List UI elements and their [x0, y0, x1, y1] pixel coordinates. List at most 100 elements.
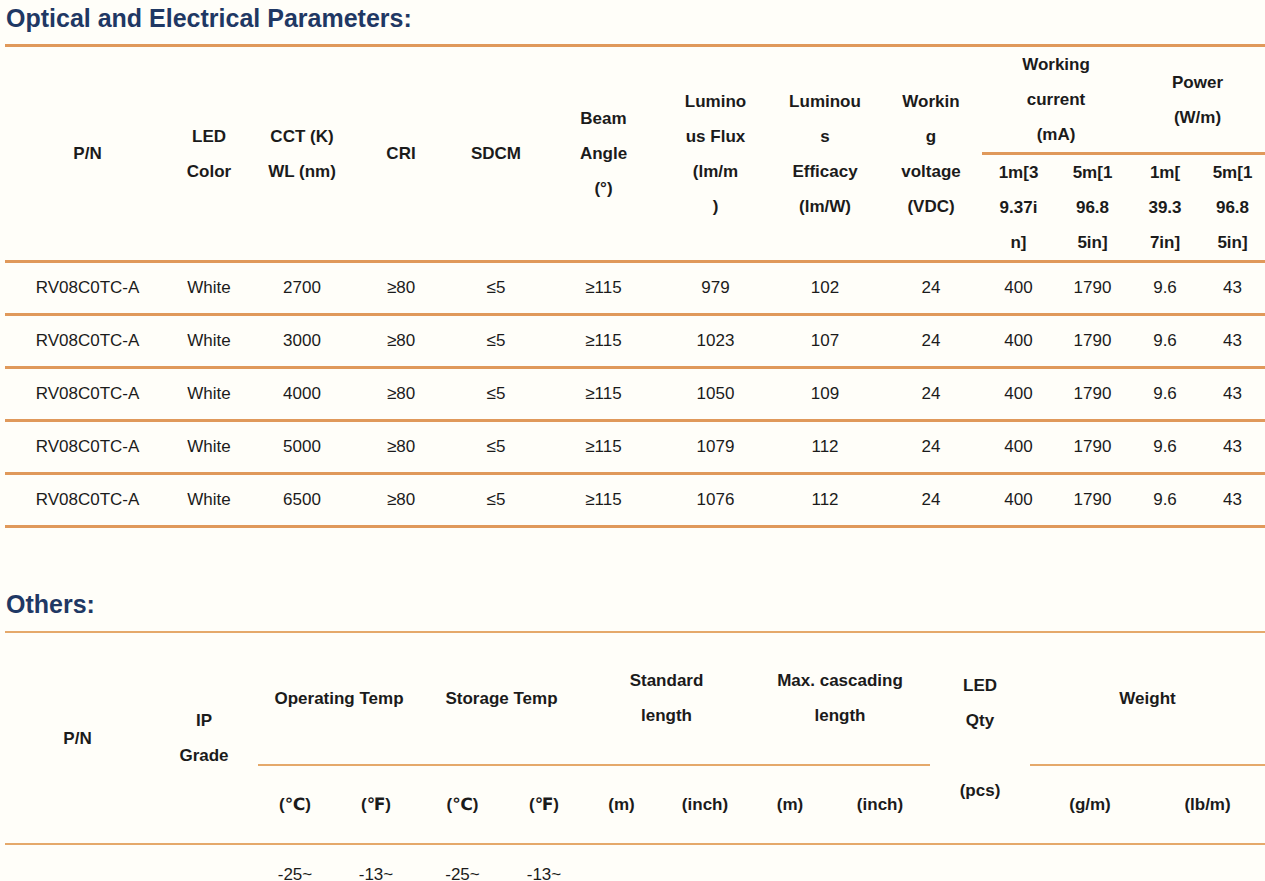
cell-led-color: White — [170, 474, 248, 527]
cell-pn: RV08C0TC-A — [5, 368, 170, 421]
cell-working-voltage: 24 — [880, 421, 982, 474]
cell-luminous-efficacy: 112 — [770, 421, 880, 474]
col-header-led-qty: LED Qty (pcs) — [930, 632, 1030, 844]
cell-pn: RV08C0TC-A — [5, 844, 150, 881]
subcol-storage-fahrenheit: (℉) — [505, 765, 583, 844]
cell-standard-m: 5 — [583, 844, 660, 881]
cell-cri: ≥80 — [356, 368, 446, 421]
cell-working-voltage: 24 — [880, 315, 982, 368]
cell-current-5m: 1790 — [1055, 262, 1130, 315]
cell-led-color: White — [170, 368, 248, 421]
cell-pn: RV08C0TC-A — [5, 262, 170, 315]
subcol-power-5m: 5m[1 96.8 5in] — [1200, 154, 1265, 262]
cell-standard-inch: 196.8 — [660, 844, 750, 881]
subcol-power-1m: 1m[ 39.3 7in] — [1130, 154, 1200, 262]
cell-beam-angle: ≥115 — [546, 368, 661, 421]
cell-power-1m: 9.6 — [1130, 421, 1200, 474]
subcol-current-1m: 1m[3 9.37i n] — [982, 154, 1055, 262]
col-group-standard-length: Standard length — [583, 632, 750, 765]
cell-current-1m: 400 — [982, 315, 1055, 368]
cell-working-voltage: 24 — [880, 368, 982, 421]
cell-power-1m: 9.6 — [1130, 262, 1200, 315]
col-header-luminous-flux: Lumino us Flux (lm/m ) — [661, 46, 770, 262]
table-row: RV08C0TC-A White 6500 ≥80 ≤5 ≥115 1076 1… — [5, 474, 1265, 527]
cell-current-5m: 1790 — [1055, 368, 1130, 421]
cell-current-1m: 400 — [982, 474, 1055, 527]
cell-power-5m: 43 — [1200, 421, 1265, 474]
col-group-operating-temp: Operating Temp — [258, 632, 420, 765]
cell-pn: RV08C0TC-A — [5, 421, 170, 474]
table-row: RV08C0TC-A White 2700 ≥80 ≤5 ≥115 979 10… — [5, 262, 1265, 315]
cell-power-5m: 43 — [1200, 315, 1265, 368]
cell-cct: 4000 — [248, 368, 356, 421]
cell-pn: RV08C0TC-A — [5, 315, 170, 368]
cell-sdcm: ≤5 — [446, 315, 546, 368]
section-title-others: Others: — [0, 586, 1265, 619]
cell-cct: 2700 — [248, 262, 356, 315]
table-row: RV08C0TC-A White 3000 ≥80 ≤5 ≥115 1023 1… — [5, 315, 1265, 368]
cell-luminous-efficacy: 112 — [770, 474, 880, 527]
cell-current-5m: 1790 — [1055, 315, 1130, 368]
cell-sdcm: ≤5 — [446, 474, 546, 527]
cell-luminous-flux: 1023 — [661, 315, 770, 368]
subcol-operating-celsius: (℃) — [258, 765, 332, 844]
cell-current-5m: 1790 — [1055, 421, 1130, 474]
col-group-max-cascading-length: Max. cascading length — [750, 632, 930, 765]
col-header-working-voltage: Workin g voltage (VDC) — [880, 46, 982, 262]
cell-storage-celsius: -25~ +70 — [420, 844, 505, 881]
col-group-power: Power (W/m) — [1130, 46, 1265, 154]
cell-pn: RV08C0TC-A — [5, 474, 170, 527]
subcol-current-5m: 5m[1 96.8 5in] — [1055, 154, 1130, 262]
cell-luminous-efficacy: 107 — [770, 315, 880, 368]
cell-beam-angle: ≥115 — [546, 421, 661, 474]
cell-ip-grade: IP20 — [150, 844, 258, 881]
section-title-optical-electrical: Optical and Electrical Parameters: — [0, 0, 1265, 33]
col-header-ip-grade: IP Grade — [150, 632, 258, 844]
cell-current-5m: 1790 — [1055, 474, 1130, 527]
cell-beam-angle: ≥115 — [546, 315, 661, 368]
cell-sdcm: ≤5 — [446, 368, 546, 421]
cell-power-1m: 9.6 — [1130, 474, 1200, 527]
col-header-cct-wl: CCT (K) WL (nm) — [248, 46, 356, 262]
cell-cct: 5000 — [248, 421, 356, 474]
col-group-weight: Weight — [1030, 632, 1265, 765]
cell-led-color: White — [170, 315, 248, 368]
col-header-led-color: LED Color — [170, 46, 248, 262]
table-row: RV08C0TC-A White 5000 ≥80 ≤5 ≥115 1079 1… — [5, 421, 1265, 474]
cell-sdcm: ≤5 — [446, 262, 546, 315]
table-row: RV08C0TC-A White 4000 ≥80 ≤5 ≥115 1050 1… — [5, 368, 1265, 421]
col-group-working-current: Working current (mA) — [982, 46, 1130, 154]
cell-power-5m: 43 — [1200, 262, 1265, 315]
col-header-cri: CRI — [356, 46, 446, 262]
cell-cct: 3000 — [248, 315, 356, 368]
table-header-row: P/N LED Color CCT (K) WL (nm) CRI SDCM B… — [5, 46, 1265, 154]
cell-operating-fahrenheit: -13~ +140 — [332, 844, 420, 881]
cell-luminous-flux: 1076 — [661, 474, 770, 527]
cell-led-color: White — [170, 421, 248, 474]
cell-led-color: White — [170, 262, 248, 315]
cell-weight-lbm: 0.035 — [1150, 844, 1265, 881]
cell-luminous-flux: 1079 — [661, 421, 770, 474]
cell-led-qty: 120 — [930, 844, 1030, 881]
cell-luminous-efficacy: 102 — [770, 262, 880, 315]
col-header-luminous-efficacy: Luminou s Efficacy (lm/W) — [770, 46, 880, 262]
cell-power-5m: 43 — [1200, 368, 1265, 421]
cell-power-1m: 9.6 — [1130, 368, 1200, 421]
cell-beam-angle: ≥115 — [546, 474, 661, 527]
cell-cri: ≥80 — [356, 262, 446, 315]
cell-operating-celsius: -25~ +60 — [258, 844, 332, 881]
subcol-standard-m: (m) — [583, 765, 660, 844]
cell-sdcm: ≤5 — [446, 421, 546, 474]
cell-cri: ≥80 — [356, 474, 446, 527]
col-header-pn: P/N — [5, 46, 170, 262]
optical-electrical-table: P/N LED Color CCT (K) WL (nm) CRI SDCM B… — [5, 44, 1265, 528]
cell-working-voltage: 24 — [880, 474, 982, 527]
cell-cascading-m: 5 — [750, 844, 830, 881]
subcol-cascading-inch: (inch) — [830, 765, 930, 844]
cell-weight-gm: 16 — [1030, 844, 1150, 881]
cell-cri: ≥80 — [356, 315, 446, 368]
cell-cascading-inch: 196.8 — [830, 844, 930, 881]
col-header-beam-angle: Beam Angle (°) — [546, 46, 661, 262]
col-header-pn: P/N — [5, 632, 150, 844]
cell-current-1m: 400 — [982, 262, 1055, 315]
